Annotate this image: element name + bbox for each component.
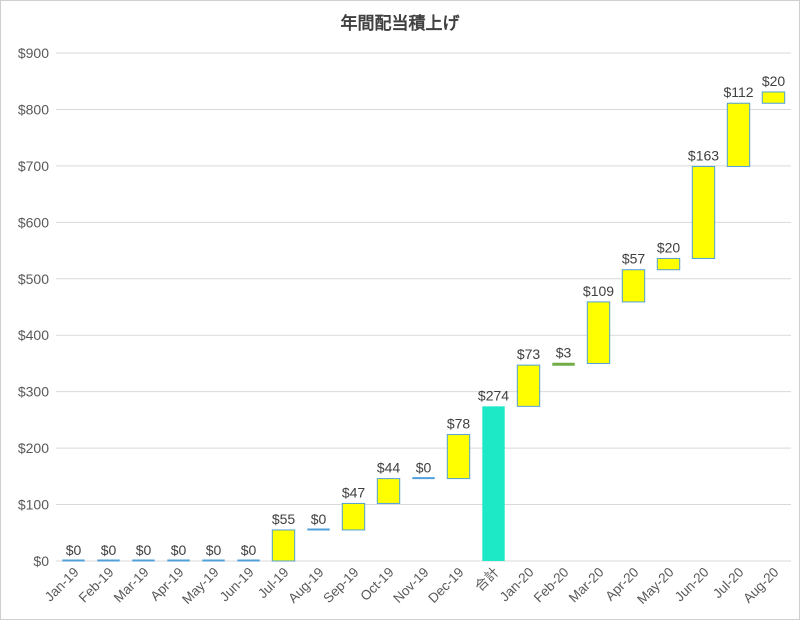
x-tick-label: May-19 — [179, 565, 221, 607]
data-label: $109 — [583, 283, 614, 299]
increase-bar — [271, 529, 296, 562]
x-tick-label: Sep-19 — [320, 565, 361, 606]
x-tick-label: Aug-19 — [285, 565, 326, 606]
y-tick-label: $200 — [18, 440, 49, 456]
y-tick-label: $500 — [18, 271, 49, 287]
y-axis-tick-labels: $0 $100 $200 $300 $400 $500 $600 $700 $800 $900 — [18, 45, 49, 569]
x-tick-label: Feb-19 — [76, 565, 117, 606]
x-tick-label: Mar-19 — [111, 565, 152, 606]
increase-bar — [376, 478, 401, 504]
x-axis-tick-labels: Jan-19Feb-19Mar-19Apr-19May-19Jun-19Jul-… — [42, 565, 782, 607]
y-tick-label: $800 — [18, 101, 49, 117]
x-tick-label: Oct-19 — [357, 565, 396, 604]
chart-title: 年間配当積上げ — [341, 13, 461, 34]
data-label: $3 — [556, 344, 572, 360]
data-labels: $0 $0 $0 $0 $0 $0 $55 $0 $47 $44 $0 $78 $274 $73 $3 $10… — [66, 73, 786, 558]
y-tick-label: $600 — [18, 214, 49, 230]
x-tick-label: May-20 — [634, 565, 676, 607]
y-tick-label: $900 — [18, 45, 49, 61]
x-tick-label: Jun-20 — [672, 565, 712, 605]
increase-bar — [341, 502, 366, 531]
gridlines — [56, 52, 791, 562]
y-tick-label: $700 — [18, 158, 49, 174]
x-tick-label: Dec-19 — [425, 565, 466, 606]
data-label: $0 — [206, 542, 222, 558]
increase-bar — [691, 165, 716, 259]
x-tick-label: Jan-20 — [497, 565, 537, 605]
data-label: $44 — [377, 460, 401, 476]
increase-bar — [656, 257, 681, 271]
x-tick-label: Aug-20 — [740, 565, 781, 606]
data-label: $0 — [311, 511, 327, 527]
data-label: $274 — [478, 387, 509, 403]
data-label: $20 — [762, 73, 786, 89]
data-label: $55 — [272, 511, 296, 527]
y-tick-label: $300 — [18, 384, 49, 400]
x-tick-label: 合計 — [472, 565, 502, 595]
data-label: $57 — [622, 251, 646, 267]
y-tick-label: $400 — [18, 327, 49, 343]
x-tick-label: Jun-19 — [217, 565, 257, 605]
x-tick-label: Feb-20 — [531, 565, 572, 606]
data-label: $47 — [342, 484, 366, 500]
data-label: $78 — [447, 416, 471, 432]
increase-bar — [761, 91, 786, 104]
data-label: $20 — [657, 239, 681, 255]
data-label: $0 — [241, 542, 257, 558]
x-tick-label: Jan-19 — [42, 565, 82, 605]
y-tick-label: $100 — [18, 497, 49, 513]
data-label: $112 — [723, 84, 753, 100]
increase-bar — [516, 364, 541, 407]
increase-bar — [726, 102, 751, 167]
data-label: $163 — [688, 147, 719, 163]
data-label: $0 — [101, 542, 117, 558]
x-tick-label: Mar-20 — [566, 565, 607, 606]
increase-bar — [586, 301, 611, 364]
data-label: $0 — [416, 460, 432, 476]
y-tick-label: $0 — [33, 553, 49, 569]
data-label: $0 — [171, 542, 187, 558]
data-label: $0 — [66, 542, 82, 558]
bars — [62, 91, 786, 562]
data-label: $0 — [136, 542, 152, 558]
increase-bar — [621, 269, 646, 303]
increase-bar — [446, 434, 471, 480]
x-tick-label: Nov-19 — [390, 565, 431, 606]
data-label: $73 — [517, 346, 541, 362]
total-bar — [482, 406, 505, 561]
